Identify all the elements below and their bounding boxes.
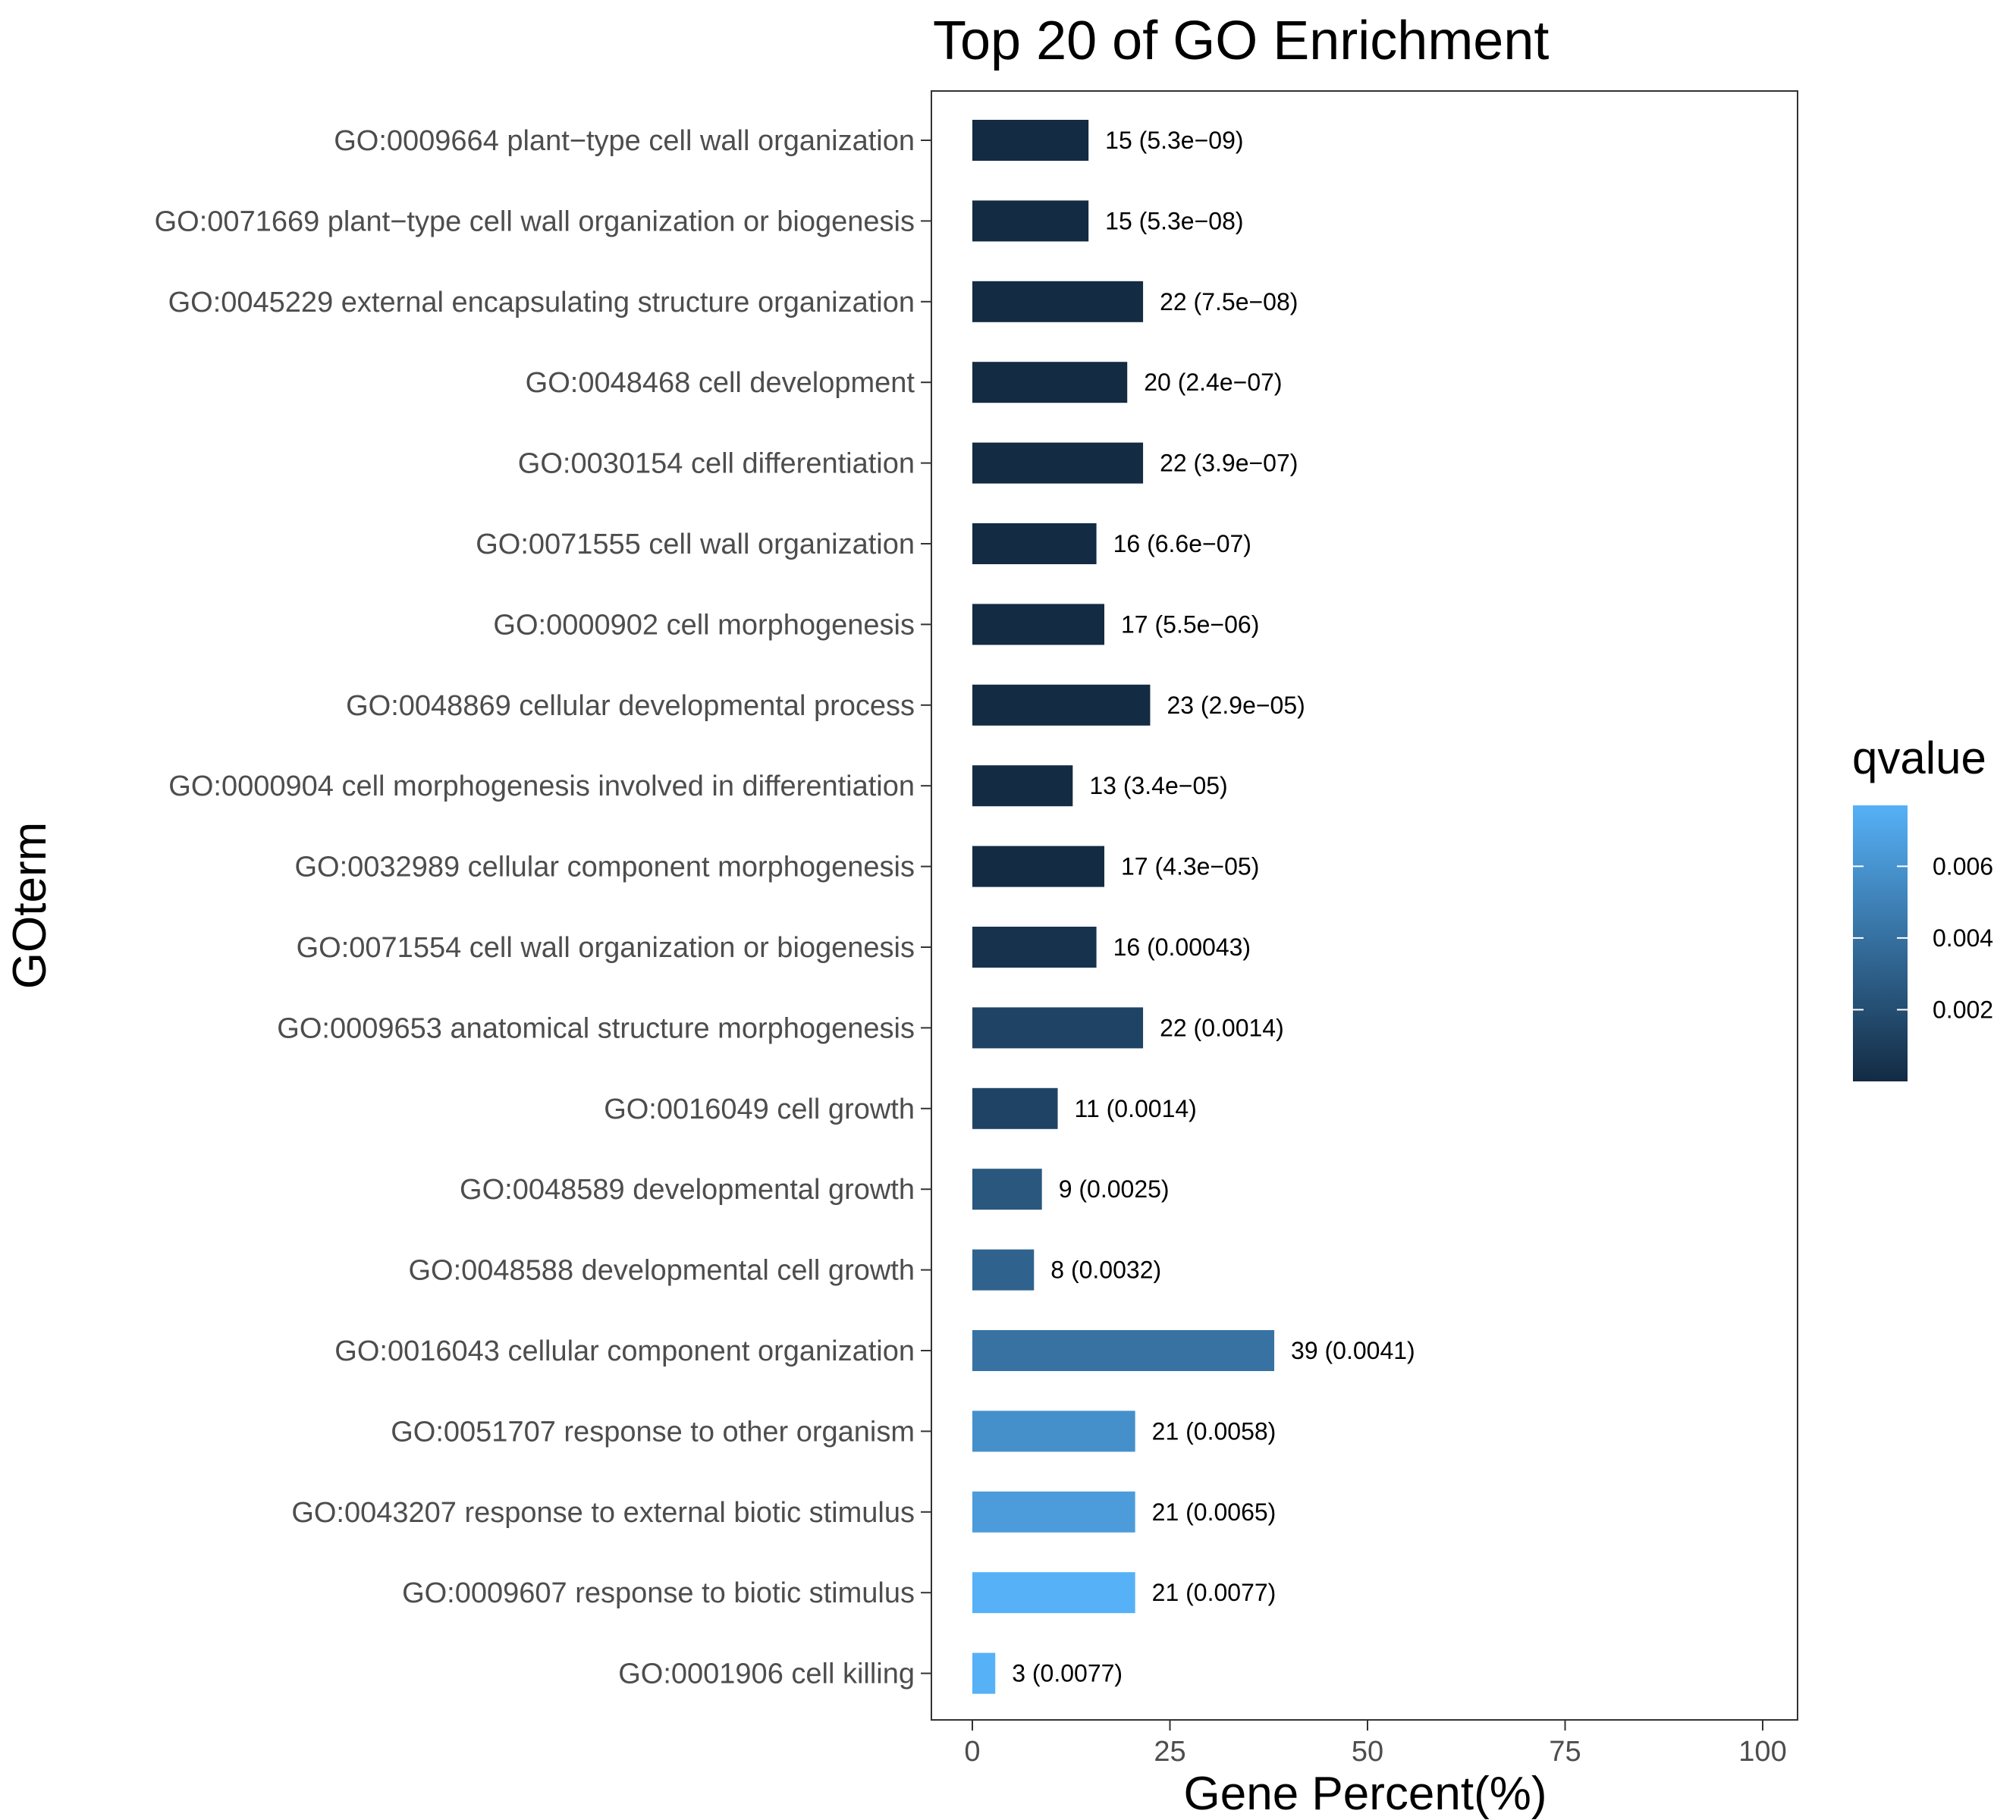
bar xyxy=(972,1007,1144,1049)
data-label: 22 (7.5e−08) xyxy=(1160,288,1298,315)
legend-title: qvalue xyxy=(1852,733,1986,783)
y-tick-label: GO:0071555 cell wall organization xyxy=(476,529,915,560)
y-tick-label: GO:0071554 cell wall organization or bio… xyxy=(297,932,915,964)
y-tick-label: GO:0000902 cell morphogenesis xyxy=(493,609,915,641)
bar xyxy=(972,1572,1135,1614)
data-labels: 15 (5.3e−09) 15 (5.3e−08) 22 (7.5e−08) 20 (… xyxy=(1012,127,1415,1687)
bar xyxy=(972,765,1073,807)
bar xyxy=(972,604,1105,645)
bars xyxy=(972,120,1275,1694)
data-label: 3 (0.0077) xyxy=(1012,1660,1123,1687)
y-tick-label: GO:0048589 developmental growth xyxy=(460,1174,915,1206)
x-tick-label: 75 xyxy=(1549,1736,1581,1768)
y-tick-label: GO:0009607 response to biotic stimulus xyxy=(402,1577,915,1609)
y-tick-label: GO:0051707 response to other organism xyxy=(391,1416,915,1448)
y-tick-label: GO:0016049 cell growth xyxy=(604,1094,915,1125)
x-axis-title: Gene Percent(%) xyxy=(1184,1768,1547,1820)
chart-title: Top 20 of GO Enrichment xyxy=(933,11,1549,71)
data-label: 8 (0.0032) xyxy=(1050,1257,1161,1284)
y-tick-label: GO:0030154 cell differentiation xyxy=(518,448,915,480)
bar xyxy=(972,523,1097,564)
y-tick-label: GO:0009653 anatomical structure morphoge… xyxy=(277,1012,915,1044)
legend-tick-label: 0.004 xyxy=(1933,924,1993,952)
legend-colorbar xyxy=(1853,805,1908,1081)
bar xyxy=(972,362,1128,403)
data-label: 11 (0.0014) xyxy=(1075,1095,1197,1122)
data-label: 13 (3.4e−05) xyxy=(1089,772,1227,799)
bar xyxy=(972,442,1144,484)
bar xyxy=(972,1410,1135,1452)
data-label: 20 (2.4e−07) xyxy=(1144,369,1282,396)
y-axis: GO:0009664 plant−type cell wall organiza… xyxy=(155,91,932,1720)
data-label: 16 (6.6e−07) xyxy=(1113,530,1251,557)
data-label: 21 (0.0077) xyxy=(1152,1579,1276,1606)
x-tick-label: 100 xyxy=(1738,1736,1786,1768)
x-axis: 0 25 50 75 100 xyxy=(964,1720,1787,1768)
y-tick-label: GO:0001906 cell killing xyxy=(618,1658,915,1690)
y-tick-label: GO:0048869 cellular developmental proces… xyxy=(346,690,915,722)
x-tick-label: 50 xyxy=(1352,1736,1383,1768)
legend-tick-label: 0.002 xyxy=(1933,996,1993,1023)
bar xyxy=(972,1087,1058,1129)
y-tick-label: GO:0048468 cell development xyxy=(526,367,915,399)
legend-tick-label: 0.006 xyxy=(1933,852,1993,880)
bar xyxy=(972,1249,1035,1291)
bar xyxy=(972,200,1089,242)
y-tick-label: GO:0032989 cellular component morphogene… xyxy=(294,852,915,883)
bar xyxy=(972,1330,1275,1371)
y-tick-label: GO:0000904 cell morphogenesis involved i… xyxy=(168,770,915,802)
data-label: 23 (2.9e−05) xyxy=(1167,692,1305,719)
legend-ticks: 0.006 0.004 0.002 xyxy=(1853,852,1993,1023)
bar xyxy=(972,846,1105,887)
data-label: 9 (0.0025) xyxy=(1059,1175,1170,1203)
y-tick-label: GO:0071669 plant−type cell wall organiza… xyxy=(155,206,915,237)
y-tick-label: GO:0043207 response to external biotic s… xyxy=(291,1497,915,1529)
y-tick-label: GO:0048588 developmental cell growth xyxy=(408,1255,915,1287)
x-tick-label: 25 xyxy=(1154,1736,1185,1768)
data-label: 22 (0.0014) xyxy=(1160,1014,1284,1041)
data-label: 22 (3.9e−07) xyxy=(1160,450,1298,477)
data-label: 17 (4.3e−05) xyxy=(1121,853,1259,880)
data-label: 21 (0.0065) xyxy=(1152,1498,1276,1526)
plot-panel xyxy=(931,90,1798,1721)
x-tick-label: 0 xyxy=(964,1736,980,1768)
bar xyxy=(972,1652,996,1694)
data-label: 15 (5.3e−08) xyxy=(1105,207,1243,234)
data-label: 21 (0.0058) xyxy=(1152,1417,1276,1445)
bar xyxy=(972,927,1097,968)
data-label: 17 (5.5e−06) xyxy=(1121,610,1259,638)
bar xyxy=(972,1169,1042,1210)
y-tick-label: GO:0016043 cellular component organizati… xyxy=(334,1335,915,1367)
data-label: 39 (0.0041) xyxy=(1291,1337,1415,1364)
bar xyxy=(972,684,1151,726)
bar xyxy=(972,120,1089,161)
data-label: 16 (0.00043) xyxy=(1113,934,1251,961)
y-axis-title: GOterm xyxy=(4,822,56,989)
y-tick-label: GO:0009664 plant−type cell wall organiza… xyxy=(334,125,915,157)
y-tick-label: GO:0045229 external encapsulating struct… xyxy=(168,287,915,318)
bar xyxy=(972,1491,1135,1533)
data-label: 15 (5.3e−09) xyxy=(1105,127,1243,154)
bar xyxy=(972,281,1144,322)
